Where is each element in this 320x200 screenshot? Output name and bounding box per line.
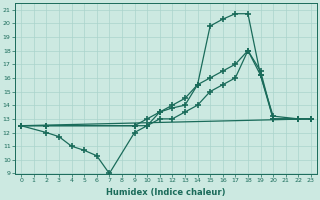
X-axis label: Humidex (Indice chaleur): Humidex (Indice chaleur) (106, 188, 226, 197)
